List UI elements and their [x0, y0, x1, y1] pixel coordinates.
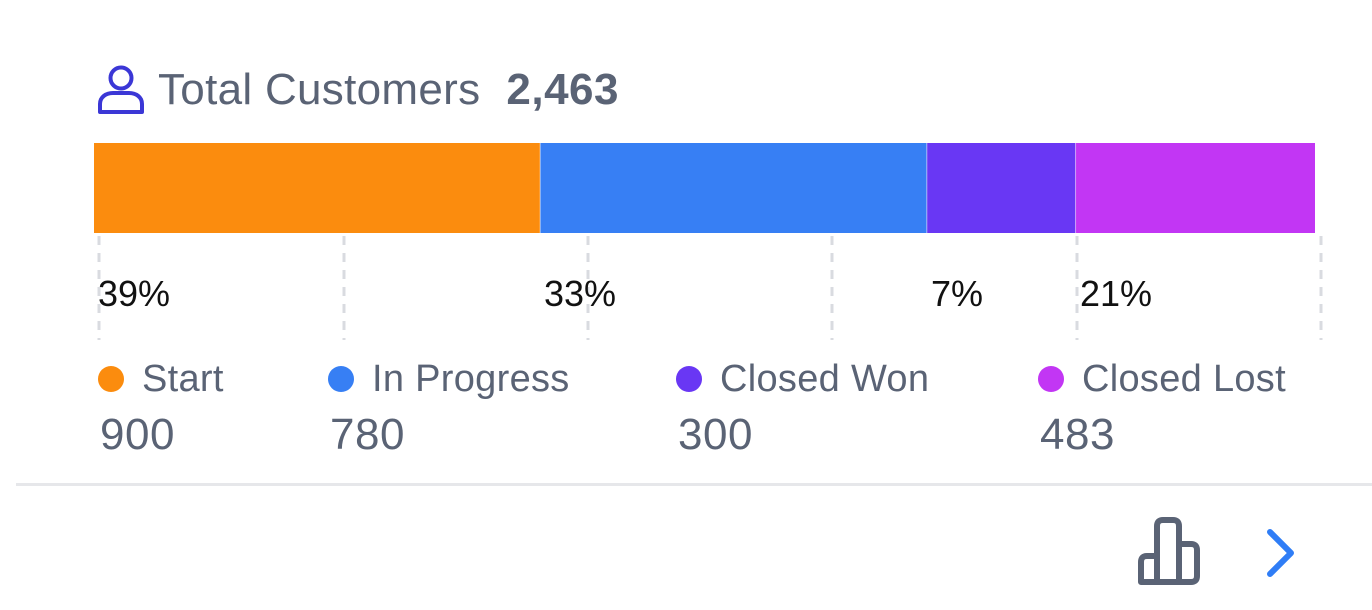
legend-item-in-progress[interactable]: In Progress 780: [328, 356, 570, 460]
legend-item-closed-won[interactable]: Closed Won 300: [676, 356, 929, 460]
legend-value-closed-won: 300: [678, 410, 753, 459]
stacked-bar-chart: [94, 143, 1323, 340]
legend-dot-closed-won: [676, 366, 702, 392]
legend-item-start[interactable]: Start 900: [98, 356, 224, 460]
legend-dot-closed-lost: [1038, 366, 1064, 392]
bar-segment-closed-lost[interactable]: [1075, 143, 1315, 233]
bar-segment-in-progress[interactable]: [540, 143, 927, 233]
percent-label-closed-won: 7%: [931, 273, 984, 314]
bar-chart-icon[interactable]: [1136, 516, 1206, 588]
user-icon: [96, 64, 146, 116]
legend-value-start: 900: [100, 410, 175, 459]
legend-dot-in-progress: [328, 366, 354, 392]
legend-heading: Start: [98, 356, 224, 402]
percent-label-closed-lost: 21%: [1080, 273, 1153, 314]
legend-label-start: Start: [142, 357, 224, 400]
legend-value-in-progress: 780: [330, 410, 405, 459]
widget-title: Total Customers: [158, 65, 481, 114]
bar-segment-start[interactable]: [94, 143, 541, 233]
legend-item-closed-lost[interactable]: Closed Lost 483: [1038, 356, 1286, 460]
legend-heading: Closed Won: [676, 356, 929, 402]
legend-label-closed-won: Closed Won: [720, 357, 930, 400]
chevron-right-icon[interactable]: [1258, 526, 1302, 580]
legend-dot-start: [98, 366, 124, 392]
legend-value-closed-lost: 483: [1040, 410, 1115, 459]
bar-segment-closed-won[interactable]: [926, 143, 1076, 233]
footer-divider: [16, 483, 1372, 486]
legend-label-closed-lost: Closed Lost: [1082, 357, 1286, 400]
legend-heading: In Progress: [328, 356, 570, 402]
widget-header: Total Customers 2,463: [96, 58, 619, 122]
total-customers-value: 2,463: [506, 65, 619, 114]
percent-label-in-progress: 33%: [544, 273, 617, 314]
legend-label-in-progress: In Progress: [372, 357, 570, 400]
percent-label-start: 39%: [98, 273, 171, 314]
legend-heading: Closed Lost: [1038, 356, 1286, 402]
